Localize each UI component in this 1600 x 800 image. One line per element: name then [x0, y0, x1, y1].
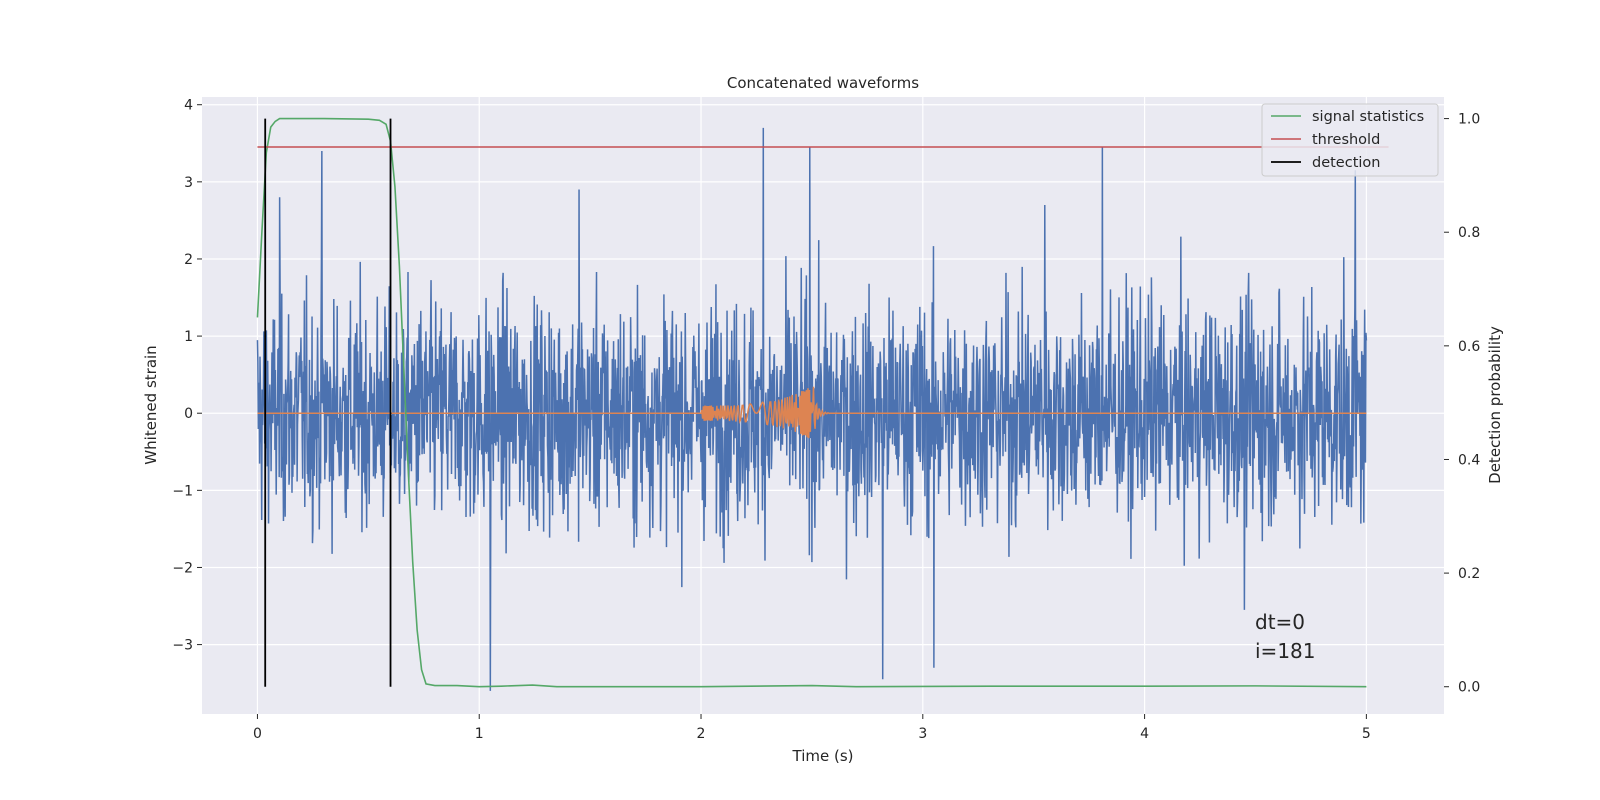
- y-right-tick-label-5: 1.0: [1458, 112, 1480, 128]
- y-left-tick-label-4: 1: [184, 329, 193, 345]
- y-left-tick-label-1: −2: [172, 560, 193, 576]
- annotation-index: i=181: [1255, 639, 1316, 663]
- y-left-tick-label-7: 4: [184, 98, 193, 114]
- x-tick-label-4: 4: [1140, 726, 1149, 742]
- legend-label-signal-statistics: signal statistics: [1312, 109, 1424, 125]
- series-signal-statistics-line: [256, 117, 1367, 688]
- y-axis-label-left: Whitened strain: [142, 345, 160, 464]
- legend-label-threshold: threshold: [1312, 132, 1380, 148]
- x-tick-label-3: 3: [918, 726, 927, 742]
- x-axis-label: Time (s): [792, 747, 854, 765]
- legend: signal statistics threshold detection: [1261, 103, 1439, 177]
- plot-area: [256, 117, 1389, 691]
- y-right-tick-label-2: 0.4: [1458, 452, 1480, 468]
- series-strain-line: [256, 127, 1368, 691]
- x-tick-label-5: 5: [1362, 726, 1371, 742]
- y-left-tick-label-5: 2: [184, 252, 193, 268]
- y-left-tick-label-2: −1: [172, 483, 193, 499]
- y-left-tick-label-3: 0: [184, 406, 193, 422]
- y-left-tick-label-6: 3: [184, 175, 193, 191]
- y-right-tick-label-4: 0.8: [1458, 225, 1480, 241]
- legend-label-detection: detection: [1312, 155, 1380, 171]
- y-right-tick-label-0: 0.0: [1458, 680, 1480, 696]
- y-right-tick-label-1: 0.2: [1458, 566, 1480, 582]
- x-tick-label-2: 2: [697, 726, 706, 742]
- x-tick-label-1: 1: [475, 726, 484, 742]
- y-axis-label-right: Detection probability: [1486, 326, 1504, 484]
- series-injected-signal-line: [257, 386, 1367, 439]
- axes: 0 1 2 3 4 5 −3 −2 −1 0 1 2 3 4 0.0 0.2 0.4 0.6 0.8 1.0: [172, 98, 1480, 742]
- y-right-tick-label-3: 0.6: [1458, 339, 1480, 355]
- annotation-dt: dt=0: [1255, 610, 1305, 634]
- legend-box: [1261, 103, 1439, 177]
- y-left-tick-label-0: −3: [172, 638, 193, 654]
- x-tick-label-0: 0: [253, 726, 262, 742]
- chart-title: Concatenated waveforms: [727, 74, 919, 92]
